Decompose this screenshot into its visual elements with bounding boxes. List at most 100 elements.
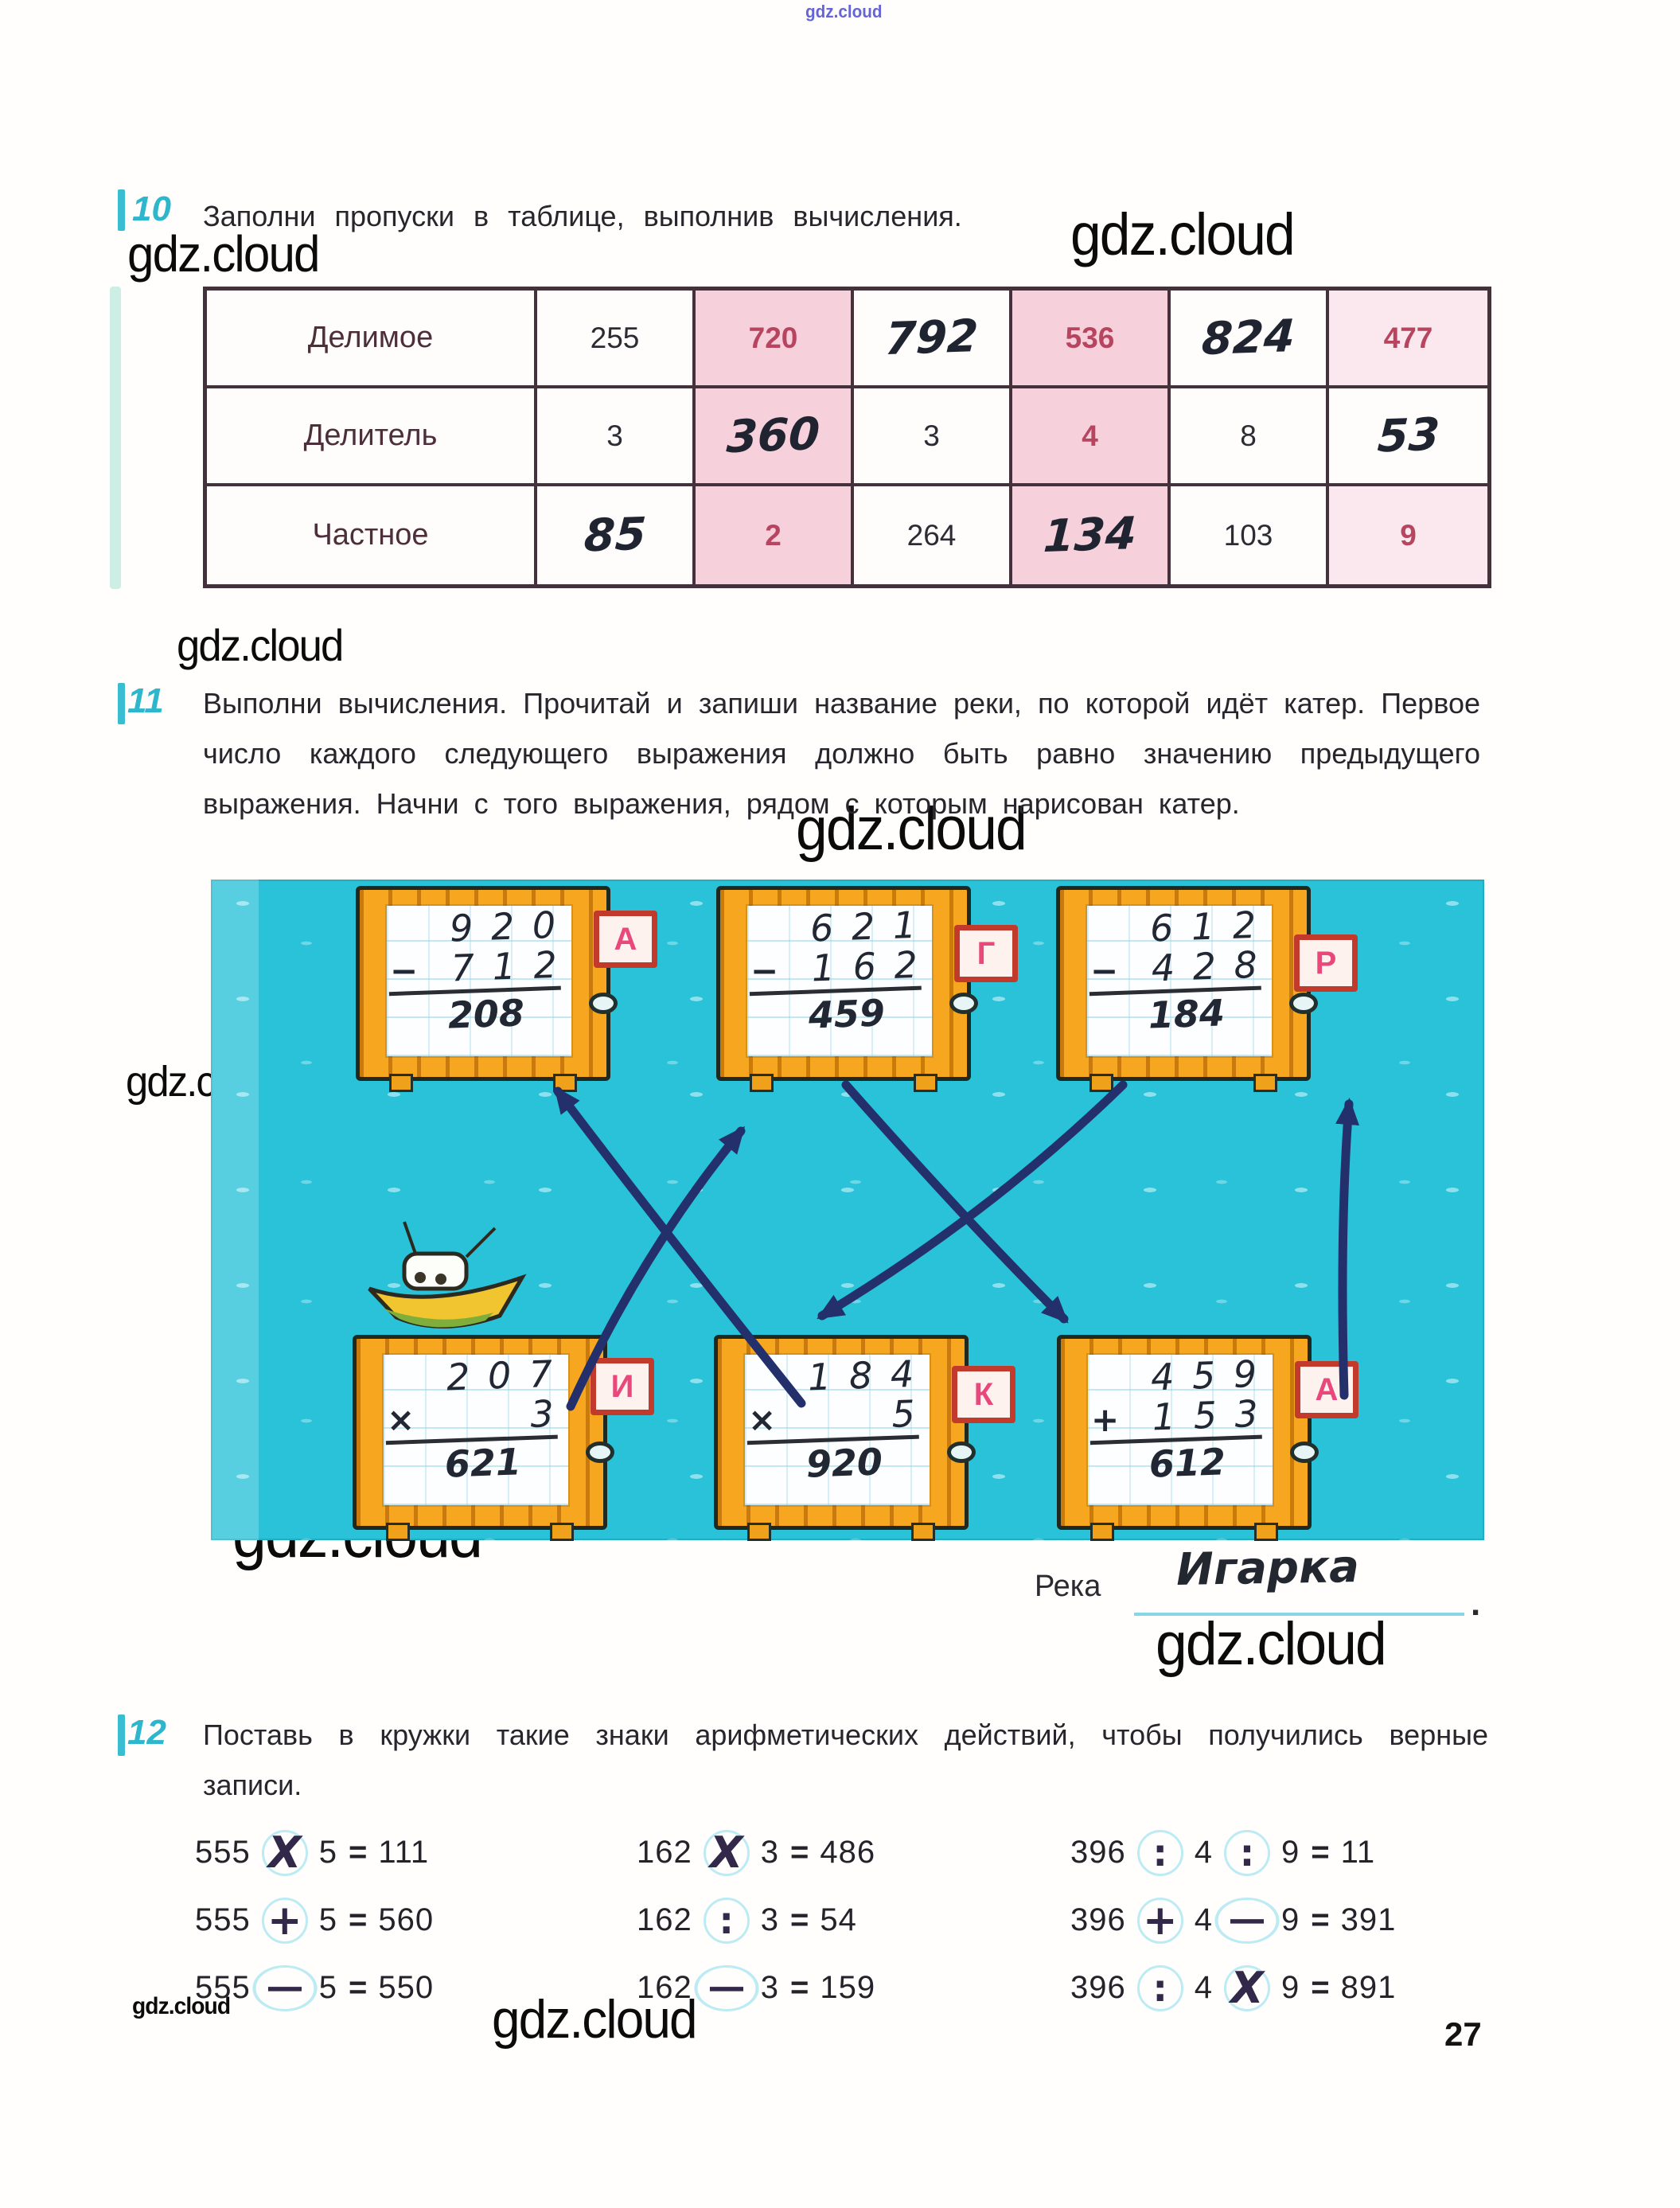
board-foot	[389, 1074, 414, 1092]
task10-text: Заполни пропуски в таблице, выполнив выч…	[203, 200, 962, 232]
equation-operand: 5	[318, 1970, 337, 2005]
equation-column: 555 Х 5 = 111 555 +5 = 560 555−5 = 550	[195, 1819, 434, 2022]
handwritten-answer: 85	[582, 508, 648, 563]
board-foot	[386, 1523, 411, 1541]
expression-board: × 1 8 4 5 920 К	[714, 1335, 1015, 1541]
table-cell: 103	[1171, 486, 1329, 584]
equation-row: 396:4:9 = 11	[1070, 1819, 1396, 1886]
board-foot	[747, 1523, 772, 1541]
handwritten-sign: Х	[1224, 1964, 1270, 2011]
equation-operand: 162	[637, 1970, 692, 2005]
river-answer-handwritten: Игарка	[1175, 1540, 1360, 1597]
equals-sign: =	[349, 1835, 368, 1870]
equation-operand: 3	[760, 1835, 779, 1870]
board-foot	[910, 1523, 935, 1541]
task12-marker-bar	[118, 1715, 125, 1756]
table-row-label: Частное	[207, 486, 537, 584]
board-paper: × 1 8 4 5 920	[745, 1352, 930, 1505]
equation-operand: 555	[195, 1902, 251, 1937]
equation-operand: 396	[1070, 1902, 1126, 1937]
printed-value: 477	[1383, 321, 1433, 354]
tag-eyelet	[589, 993, 618, 1015]
handwritten-sign: :	[1136, 1829, 1183, 1876]
board-foot	[750, 1074, 774, 1092]
equation-result: 11	[1340, 1835, 1376, 1870]
handwritten-sign: :	[1224, 1829, 1270, 1876]
equation-row: 162:3 = 54	[637, 1886, 875, 1954]
letter-tag: К	[952, 1366, 1015, 1423]
task11-marker-bar	[118, 683, 125, 724]
table-row-label: Делитель	[207, 388, 537, 486]
handwritten-sign: +	[261, 1897, 308, 1945]
printed-value: 255	[590, 321, 640, 354]
watermark: gdz.cloud	[177, 620, 344, 670]
letter-tag: А	[594, 911, 657, 968]
equation-result: 486	[820, 1835, 876, 1870]
equation-result: 54	[820, 1902, 857, 1937]
watermark: gdz.cloud	[796, 795, 1027, 863]
equation-operand: 4	[1194, 1902, 1213, 1937]
handwritten-sign: −	[252, 1964, 318, 2011]
task11-number: 11	[127, 681, 164, 720]
handwritten-sign: −	[694, 1964, 759, 2011]
handwritten-sign: :	[703, 1897, 750, 1944]
equals-sign: =	[790, 1902, 809, 1937]
arrow-A2-to-R	[1335, 1098, 1359, 1400]
division-table: Делимое 255 720 792 536 824 477 Делитель 3 360 3 4 8…	[203, 287, 1491, 588]
boat-icon	[368, 1221, 527, 1328]
printed-value: 9	[1400, 518, 1417, 552]
equation-operand: 9	[1281, 1970, 1300, 2005]
equation-operand: 5	[318, 1902, 337, 1937]
equation-operand: 162	[637, 1835, 692, 1870]
equation-column: 162 Х 3 = 486 162:3 = 54 162−3 = 159	[637, 1819, 875, 2022]
task12-text: Поставь в кружки такие знаки арифметичес…	[203, 1718, 1488, 1801]
table-cell: 477	[1329, 291, 1487, 388]
equation-result: 159	[820, 1970, 876, 2005]
watermark: gdz.cloud	[1156, 1610, 1387, 1678]
equation-operand: 4	[1194, 1970, 1213, 2005]
equation-row: 396:4 Х 9 = 891	[1070, 1954, 1396, 2022]
board-foot	[1253, 1074, 1277, 1092]
tag-eyelet	[1289, 993, 1318, 1015]
watermark: gdz.cloud	[805, 2, 883, 21]
row-label-text: Делитель	[303, 419, 438, 452]
equation-result: 391	[1340, 1902, 1397, 1937]
equals-sign: =	[349, 1970, 368, 2005]
table-cell: 536	[1012, 291, 1171, 388]
tag-eyelet	[947, 1441, 976, 1464]
letter-tag: Г	[954, 925, 1018, 982]
letter-tag: Р	[1294, 934, 1358, 992]
equation-operand: 9	[1281, 1835, 1300, 1870]
equation-result: 560	[378, 1902, 435, 1937]
operator-sign: −	[390, 950, 419, 990]
task10-marker-bar	[118, 189, 125, 231]
table-cell: 134	[1012, 486, 1171, 584]
equation-operand: 3	[760, 1970, 779, 2005]
scan-edge-artifact	[110, 287, 121, 589]
board-foot	[1090, 1523, 1115, 1541]
equals-sign: =	[1311, 1902, 1330, 1937]
table-cell: 264	[854, 486, 1012, 584]
equals-sign: =	[1311, 1970, 1330, 2005]
operator-sign: +	[1091, 1399, 1120, 1439]
printed-value: 4	[1082, 419, 1098, 452]
handwritten-sign: :	[1136, 1964, 1183, 2011]
table-cell: 792	[854, 291, 1012, 388]
task11-text: Выполни вычисления. Прочитай и запиши на…	[203, 687, 1480, 820]
board-foot	[1089, 1074, 1114, 1092]
equation-row: 555 Х 5 = 111	[195, 1819, 434, 1886]
equation-operand: 9	[1281, 1902, 1300, 1937]
equation-row: 555−5 = 550	[195, 1954, 434, 2022]
printed-value: 8	[1240, 419, 1257, 452]
printed-value: 720	[748, 321, 798, 354]
printed-value: 3	[923, 419, 940, 452]
equation-operand: 396	[1070, 1970, 1126, 2005]
table-cell: 9	[1329, 486, 1487, 584]
